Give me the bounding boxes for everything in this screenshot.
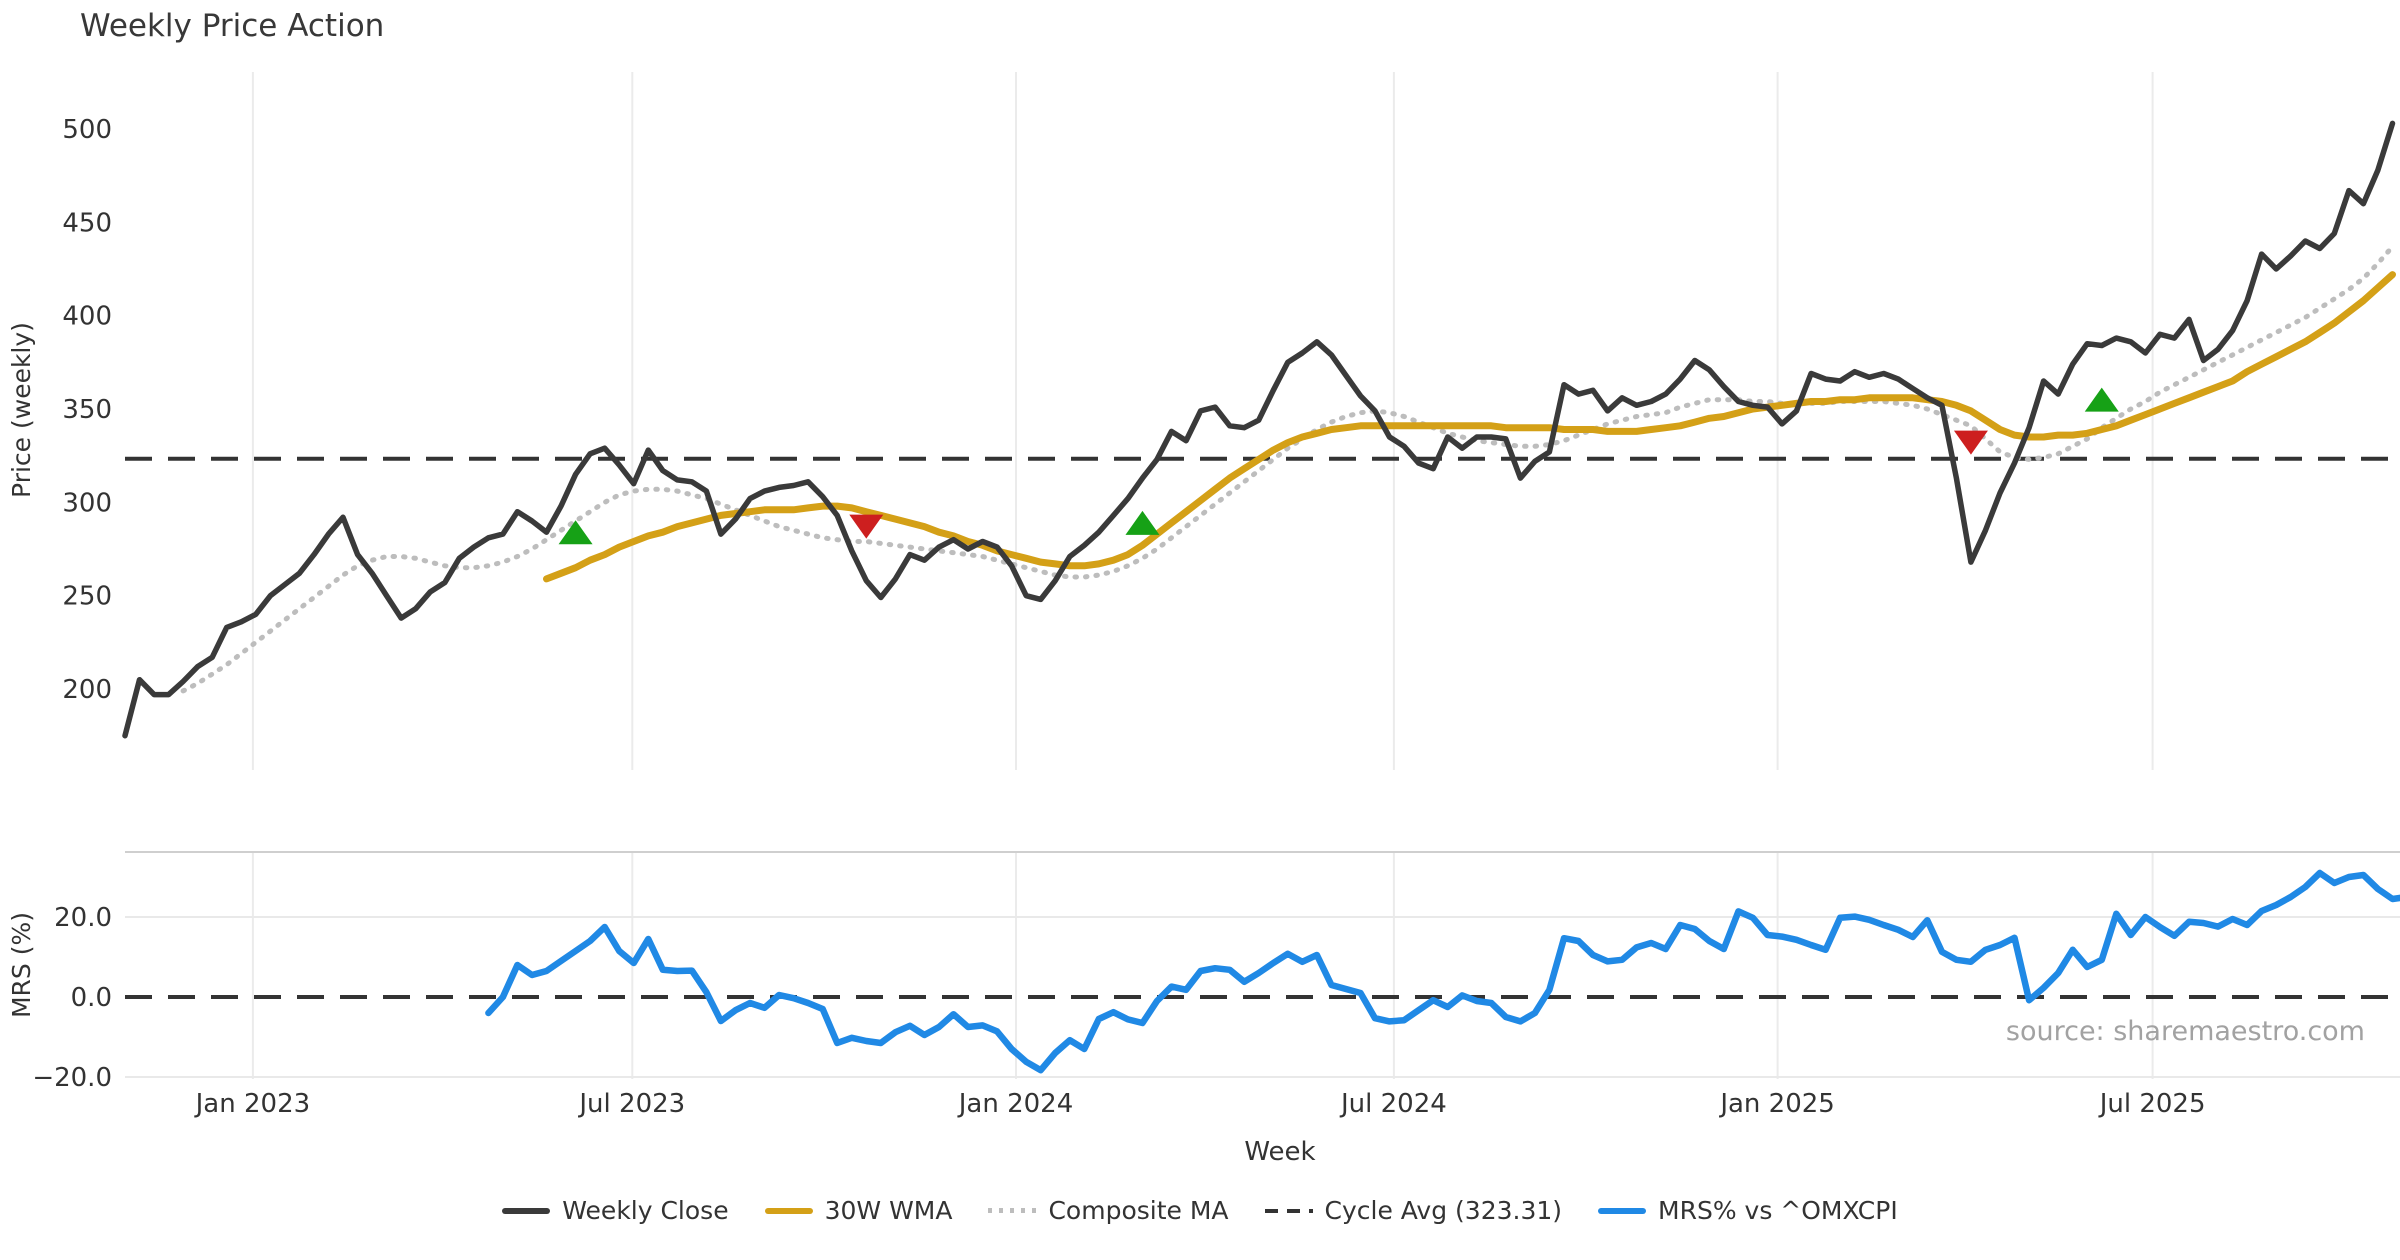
price-y-tick-label: 400 (62, 302, 112, 332)
source-note: source: sharemaestro.com (2006, 1016, 2365, 1047)
weekly-close-swatch (502, 1207, 551, 1214)
legend-label: 30W WMA (824, 1196, 953, 1225)
mrs-axis-label: MRS (%) (7, 912, 36, 1018)
price-y-tick-label: 200 (62, 675, 112, 705)
chart-legend: Weekly Close 30W WMA Composite MA Cycle Avg… (0, 1196, 2400, 1225)
composite-ma-swatch (988, 1208, 1037, 1213)
price-y-tick-label: 350 (62, 395, 112, 425)
30w-wma-swatch (764, 1207, 813, 1214)
x-tick-label: Jan 2025 (1718, 1089, 1835, 1119)
weekly-close-line (122, 120, 2396, 739)
buy-signal-marker (558, 520, 593, 545)
price-axis-label: Price (weekly) (7, 322, 36, 498)
x-tick-label: Jul 2024 (1339, 1089, 1447, 1119)
mrs-y-tick-label: 20.0 (54, 903, 112, 933)
legend-item-weekly-close: Weekly Close (502, 1196, 729, 1225)
sell-signal-marker (849, 514, 884, 539)
price-y-tick-label: 300 (62, 488, 112, 518)
legend-item-mrs-vs-omxcpi: MRS% vs ^OMXCPI (1598, 1196, 1898, 1225)
x-tick-label: Jul 2023 (577, 1089, 685, 1119)
mrs-line (485, 869, 2400, 1074)
sell-signal-marker (1953, 430, 1988, 455)
legend-item-cycle-avg-323-31: Cycle Avg (323.31) (1264, 1196, 1563, 1225)
composite-ma-line (180, 244, 2395, 694)
price-y-tick-label: 450 (62, 208, 112, 238)
cycle-avg-323-31-swatch (1264, 1208, 1313, 1213)
mrs-vs-omxcpi-swatch (1598, 1207, 1647, 1214)
mrs-y-tick-label: −20.0 (32, 1063, 112, 1093)
mrs-y-tick-label: 0.0 (71, 983, 112, 1013)
wma-line (543, 271, 2396, 583)
x-axis-label: Week (1244, 1137, 1315, 1167)
legend-label: Weekly Close (562, 1196, 729, 1225)
chart-title: Weekly Price Action (80, 8, 384, 44)
buy-signal-marker (2084, 387, 2119, 412)
x-tick-label: Jul 2025 (2098, 1089, 2206, 1119)
legend-label: Cycle Avg (323.31) (1324, 1196, 1563, 1225)
legend-label: MRS% vs ^OMXCPI (1658, 1196, 1898, 1225)
x-tick-label: Jan 2023 (194, 1089, 311, 1119)
legend-item-30w-wma: 30W WMA (764, 1196, 953, 1225)
legend-label: Composite MA (1048, 1196, 1229, 1225)
x-tick-label: Jan 2024 (957, 1089, 1074, 1119)
buy-signal-marker (1125, 510, 1160, 535)
price-y-tick-label: 500 (62, 115, 112, 145)
legend-item-composite-ma: Composite MA (988, 1196, 1229, 1225)
price-y-tick-label: 250 (62, 582, 112, 612)
